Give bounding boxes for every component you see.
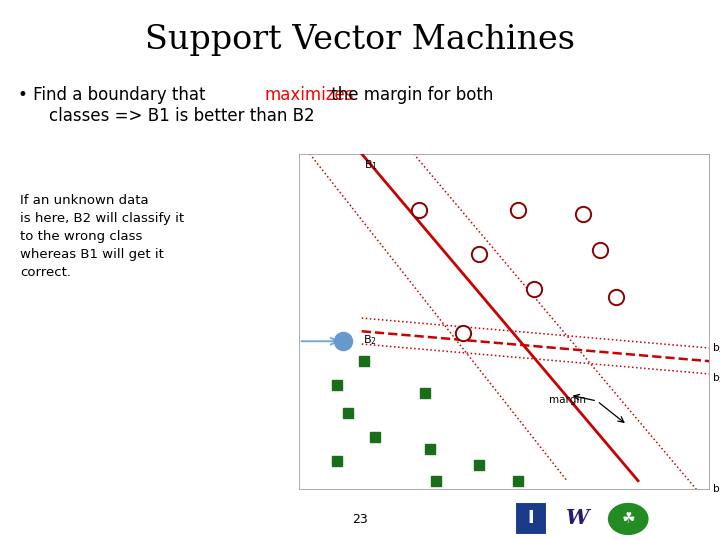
Text: b$_{11}$: b$_{11}$ [712, 482, 720, 496]
Text: • Find a boundary that: • Find a boundary that [18, 86, 211, 104]
Text: ☘: ☘ [621, 511, 635, 526]
Text: W: W [566, 508, 590, 528]
Text: maximizes: maximizes [265, 86, 354, 104]
Text: Support Vector Machines: Support Vector Machines [145, 24, 575, 56]
Text: margin: margin [549, 395, 586, 405]
Bar [516, 502, 547, 536]
Text: 23: 23 [352, 513, 368, 526]
Text: I: I [528, 509, 534, 527]
Circle shape [608, 503, 648, 535]
Text: b$_{21}$: b$_{21}$ [712, 341, 720, 355]
Text: If an unknown data
is here, B2 will classify it
to the wrong class
whereas B1 wi: If an unknown data is here, B2 will clas… [20, 194, 184, 279]
Text: B$_2$: B$_2$ [363, 333, 377, 347]
Text: b$_{22}$: b$_{22}$ [712, 371, 720, 385]
Text: the margin for both: the margin for both [326, 86, 493, 104]
Text: classes => B1 is better than B2: classes => B1 is better than B2 [49, 107, 315, 125]
Text: B$_1$: B$_1$ [364, 158, 379, 172]
